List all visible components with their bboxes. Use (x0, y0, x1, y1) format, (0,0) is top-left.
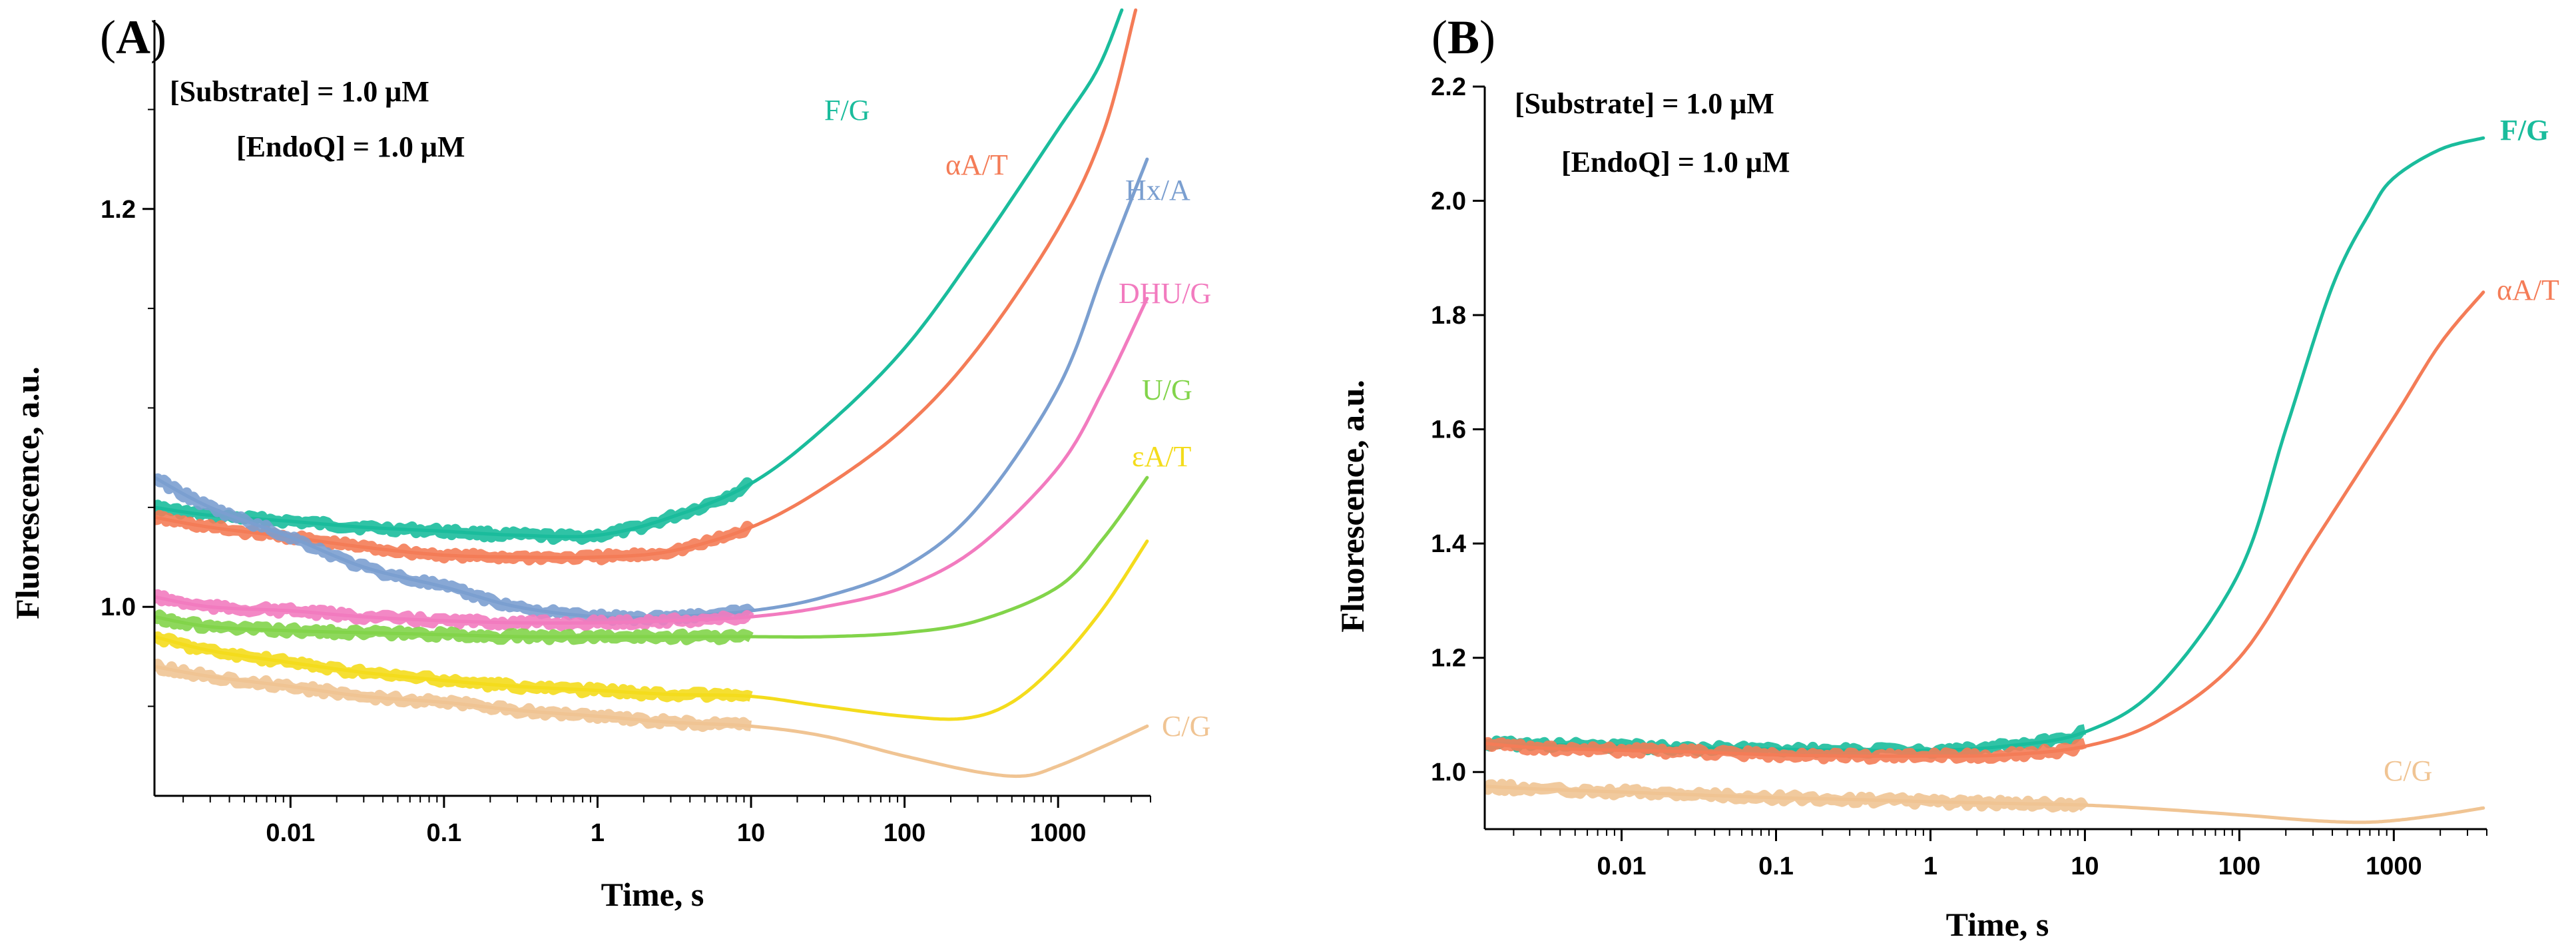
panel-b-endoq-annotation: [EndoQ] = 1.0 μM (1561, 146, 1790, 178)
panel-a-series-label-hx-a: Hx/A (1125, 174, 1190, 206)
panel-a-series-line-u-g (154, 475, 1149, 639)
panel-b-x-tick-label: 10 (2071, 852, 2099, 880)
panel-a-series-label-u-g: U/G (1142, 374, 1192, 406)
panel-a-y-axis-title: Fluorescence, a.u. (9, 366, 46, 619)
panel-b-series-line--a-t (1485, 290, 2485, 758)
panel-a-series-label--a-t: αA/T (945, 149, 1008, 181)
panel-a-series-label--a-t: εA/T (1132, 440, 1191, 473)
panel-a-ticks: 0.01 0.1 1 10 100 1000 1.0 1.2 (101, 109, 1151, 847)
panel-b-y-tick-label: 1.2 (1431, 645, 1466, 673)
panel-b-x-tick-label: 100 (2218, 852, 2260, 880)
panel-b-y-tick-label: 2.2 (1431, 73, 1466, 101)
panel-a-label-text: (A) (100, 11, 166, 64)
panel-a-series-label-f-g: F/G (824, 94, 870, 127)
panel-a-series-label-c-g: C/G (1162, 710, 1210, 743)
panel-a-axes (153, 20, 1151, 797)
panel-a-series-line--a-t (154, 8, 1138, 559)
panel-b-substrate-annotation: [Substrate] = 1.0 μM (1515, 87, 1774, 120)
panel-b-y-tick-label: 2.0 (1431, 188, 1466, 216)
panel-a-label: (A) (100, 11, 166, 64)
panel-b: (B) 0.01 0.1 1 10 100 1000 1.0 1.2 1.4 1.6 1.8 2.0 2… (1334, 11, 2559, 943)
panel-b-series-label--a-t: αA/T (2497, 274, 2559, 306)
panel-b-curves (1485, 136, 2485, 824)
panel-a-y-tick-label: 1.0 (101, 593, 136, 621)
panel-a-series-line-f-g (154, 8, 1124, 539)
panel-b-series-labels: F/G αA/T C/G (2384, 114, 2559, 787)
panel-b-series-label-f-g: F/G (2500, 114, 2549, 147)
panel-a-series-labels: F/G αA/T Hx/A DHU/G U/G εA/T C/G (824, 94, 1211, 743)
panel-b-y-tick-label: 1.4 (1431, 530, 1466, 558)
panel-b-y-axis-title: Fluorescence, a.u. (1334, 380, 1371, 633)
panel-a-series-label-dhu-g: DHU/G (1119, 277, 1211, 310)
panel-a-series-line--a-t (154, 539, 1149, 721)
panel-b-series-line-f-g (1485, 136, 2485, 753)
panel-a-substrate-annotation: [Substrate] = 1.0 μM (170, 75, 429, 108)
panel-b-y-tick-label: 1.8 (1431, 302, 1466, 330)
panel-a-series-line-c-g (154, 665, 1149, 779)
panel-a-y-tick-label: 1.2 (101, 196, 136, 224)
panel-a-x-tick-label: 100 (884, 819, 925, 847)
panel-a-series-line-dhu-g (154, 296, 1149, 625)
panel-b-x-tick-label: 1000 (2366, 852, 2422, 880)
panel-a-x-tick-label: 1000 (1030, 819, 1087, 847)
panel-b-series-label-c-g: C/G (2384, 755, 2432, 787)
panel-b-label: (B) (1431, 11, 1495, 64)
panel-b-axes (1483, 87, 2487, 830)
panel-a: (A) 0.01 0.1 1 10 100 1000 1.0 1.2 F/G αA/T Hx/A D… (9, 8, 1211, 913)
panel-b-series-line-c-g (1485, 785, 2485, 824)
panel-b-x-tick-label: 1 (1924, 852, 1937, 880)
panel-b-x-axis-title: Time, s (1946, 906, 2049, 943)
panel-b-label-text: (B) (1431, 11, 1495, 64)
panel-b-x-tick-label: 0.01 (1597, 852, 1647, 880)
panel-a-x-tick-label: 0.1 (426, 819, 461, 847)
panel-a-curves (154, 8, 1149, 779)
panel-b-ticks: 0.01 0.1 1 10 100 1000 1.0 1.2 1.4 1.6 1.8 2.0 2.2 (1431, 73, 2487, 880)
panel-a-endoq-annotation: [EndoQ] = 1.0 μM (236, 131, 465, 163)
panel-a-x-tick-label: 1 (591, 819, 605, 847)
panel-a-x-tick-label: 0.01 (266, 819, 315, 847)
panel-b-y-tick-label: 1.6 (1431, 416, 1466, 444)
panel-b-x-tick-label: 0.1 (1758, 852, 1794, 880)
panel-a-x-axis-title: Time, s (601, 876, 704, 913)
panel-b-y-tick-label: 1.0 (1431, 759, 1466, 787)
panel-a-x-tick-label: 10 (737, 819, 765, 847)
